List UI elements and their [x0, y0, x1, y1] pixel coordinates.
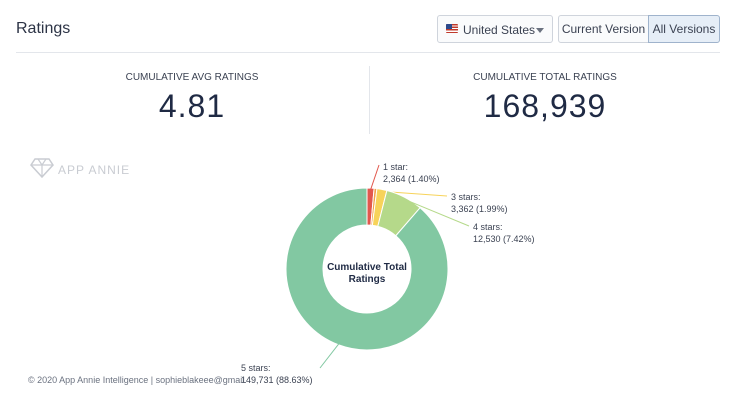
country-dropdown[interactable]: United States — [437, 15, 553, 43]
slice-label-5-stars: 5 stars: — [241, 363, 271, 373]
leader-line-1-star — [369, 164, 380, 191]
watermark-text: APP ANNIE — [58, 163, 131, 177]
donut-hole — [324, 226, 410, 312]
center-label-line: Ratings — [349, 274, 386, 285]
country-label: United States — [463, 23, 536, 37]
header-divider — [16, 52, 720, 53]
us-flag-icon — [446, 24, 458, 33]
leader-line-5-stars — [319, 342, 340, 369]
center-label-line: Cumulative Total — [327, 262, 407, 273]
diamond-logo-icon — [30, 158, 54, 178]
avg-ratings-value: 4.81 — [158, 88, 226, 124]
slice-5-stars — [285, 187, 449, 351]
total-ratings-value: 168,939 — [483, 88, 607, 124]
slice-label-1-star: 1 star: — [383, 162, 408, 172]
current-version-button[interactable]: Current Version — [558, 15, 649, 43]
slice-label-3-stars: 3 stars: — [451, 192, 481, 202]
copyright-footer: © 2020 App Annie Intelligence | sophiebl… — [28, 375, 247, 385]
kpi-divider — [369, 66, 370, 134]
slice-value-3-stars: 3,362 (1.99%) — [451, 204, 508, 214]
chevron-down-icon — [536, 28, 544, 33]
page-title: Ratings — [16, 20, 71, 37]
avg-ratings-label: CUMULATIVE AVG RATINGS — [125, 72, 259, 83]
slice-value-5-stars: 149,731 (88.63%) — [241, 375, 313, 385]
slice-value-4-stars: 12,530 (7.42%) — [473, 234, 535, 244]
leader-line-4-stars — [403, 198, 470, 227]
all-versions-button[interactable]: All Versions — [648, 15, 720, 43]
slice-value-1-star: 2,364 (1.40%) — [383, 174, 440, 184]
slice-label-4-stars: 4 stars: — [473, 222, 503, 232]
total-ratings-label: CUMULATIVE TOTAL RATINGS — [473, 72, 617, 83]
